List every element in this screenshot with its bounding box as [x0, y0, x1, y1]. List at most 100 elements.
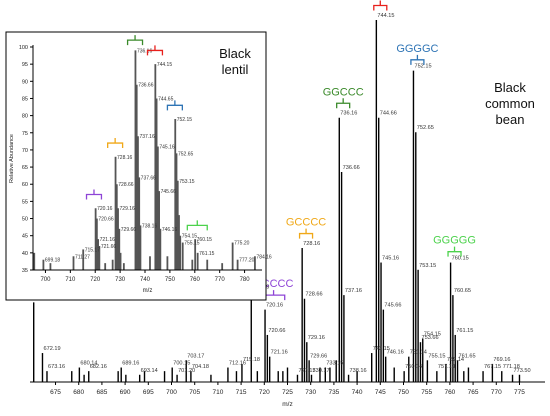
x-tick-label: 695	[143, 389, 154, 396]
isotope-group-bracket	[410, 54, 425, 65]
peak-label: 745.16	[382, 256, 399, 262]
peak-label: 729.66	[310, 353, 327, 359]
peak-label: 769.16	[493, 357, 510, 363]
peak-label: 753.15	[419, 263, 436, 269]
peak-label: 727.15	[298, 368, 315, 374]
isotope-group-bracket	[186, 220, 208, 231]
main-legend-line-1: Black	[494, 80, 526, 95]
peak-label: 700.15	[173, 361, 190, 367]
peak-label: 761.65	[459, 353, 476, 359]
isotope-group-bracket	[447, 246, 462, 257]
peak-label: 701.20	[178, 368, 195, 374]
peak-label: 743.15	[373, 346, 390, 352]
isotope-group-bracket	[107, 138, 124, 149]
peak-label: 755.15	[428, 353, 445, 359]
isotope-group-label: GGGGG	[433, 235, 476, 247]
peak-label: 737.16	[139, 134, 155, 140]
peak-label: 746.16	[387, 350, 404, 356]
y-tick-label: 90	[22, 79, 28, 85]
peak-label: 720.16	[266, 303, 283, 309]
peak-label: 736.16	[340, 111, 357, 117]
peak-label: 752.15	[414, 64, 431, 70]
peak-label: 680.14	[80, 361, 97, 367]
peak-label: 720.66	[98, 217, 114, 223]
y-tick-label: 70	[22, 148, 28, 154]
peak-label: 733.15	[326, 361, 343, 367]
peak-label: 672.19	[43, 346, 60, 352]
y-tick-label: 95	[22, 62, 28, 68]
peak-label: 757.19	[438, 364, 455, 370]
y-tick-label: 45	[22, 234, 28, 240]
peak-label: 728.66	[305, 292, 322, 298]
peak-label: 745.66	[161, 189, 177, 195]
x-axis-title: m/z	[143, 288, 153, 294]
peak-label: 744.65	[158, 96, 174, 102]
peak-label: 721.66	[101, 244, 117, 250]
y-tick-label: 65	[22, 165, 28, 171]
x-tick-label: 745	[375, 389, 386, 396]
peak-label: 689.16	[122, 361, 139, 367]
x-tick-label: 730	[305, 389, 316, 396]
isotope-group-label: GCCCC	[286, 217, 326, 229]
x-tick-label: 730	[115, 277, 126, 283]
x-tick-label: 705	[189, 389, 200, 396]
x-tick-label: 740	[140, 277, 151, 283]
peak-label: 761.15	[199, 251, 215, 257]
x-tick-label: 690	[120, 389, 131, 396]
peak-label: 759.14	[447, 357, 464, 363]
peak-label: 744.15	[377, 13, 394, 19]
peak-label: 728.66	[118, 182, 134, 188]
y-tick-label: 60	[22, 182, 28, 188]
peak-label: 712.16	[229, 361, 246, 367]
y-tick-label: 100	[19, 45, 28, 51]
x-tick-label: 750	[165, 277, 176, 283]
peak-label: 752.65	[178, 151, 194, 157]
peak-label: 736.16	[137, 48, 153, 54]
isotope-group-bracket	[298, 228, 314, 239]
peak-label: 771.18	[503, 364, 520, 370]
peak-label: 745.16	[159, 144, 175, 150]
peak-label: 715.17	[85, 247, 101, 253]
peak-label: 753.15	[179, 179, 195, 185]
peak-label: 730.17	[312, 368, 329, 374]
x-tick-label: 725	[282, 389, 293, 396]
peak-label: 744.15	[157, 62, 173, 68]
peak-label: 755.15	[184, 241, 200, 247]
peak-label: 704.18	[192, 364, 209, 370]
isotope-group-bracket	[146, 45, 164, 56]
y-tick-label: 35	[22, 268, 28, 274]
peak-label: 760.15	[197, 237, 213, 243]
peak-label: 738.16	[142, 223, 158, 229]
peak-label: 750.14	[405, 364, 422, 370]
peak-label: 761.15	[456, 328, 473, 334]
peak-label: 775.20	[234, 241, 250, 247]
x-tick-label: 700	[166, 389, 177, 396]
main-legend-line-2: common bean	[485, 96, 535, 127]
isotope-group-bracket	[85, 189, 103, 200]
inset-legend-line-1: Black	[219, 46, 251, 61]
y-tick-label: 55	[22, 199, 28, 205]
peak-label: 773.50	[514, 368, 531, 374]
x-tick-label: 720	[259, 389, 270, 396]
peak-label: 715.18	[243, 357, 260, 363]
peak-label: 751.14	[410, 350, 427, 356]
peak-label: 767.15	[484, 364, 501, 370]
y-tick-label: 85	[22, 96, 28, 102]
peak-label: 729.16	[308, 335, 325, 341]
x-tick-label: 675	[50, 389, 61, 396]
peak-label: 737.66	[141, 175, 157, 181]
peak-label: 720.66	[268, 328, 285, 334]
peak-label: 760.15	[452, 256, 469, 262]
peak-label: 729.66	[121, 227, 137, 233]
peak-label: 737.16	[345, 288, 362, 294]
x-tick-label: 775	[514, 389, 525, 396]
peak-label: 754.15	[182, 234, 198, 240]
isotope-group-bracket	[373, 0, 388, 11]
x-tick-label: 770	[491, 389, 502, 396]
x-tick-label: 700	[40, 277, 51, 283]
y-tick-label: 40	[22, 251, 28, 257]
peak-label: 738.16	[350, 368, 367, 374]
x-tick-label: 780	[240, 277, 251, 283]
peak-label: 777.20	[239, 258, 255, 264]
